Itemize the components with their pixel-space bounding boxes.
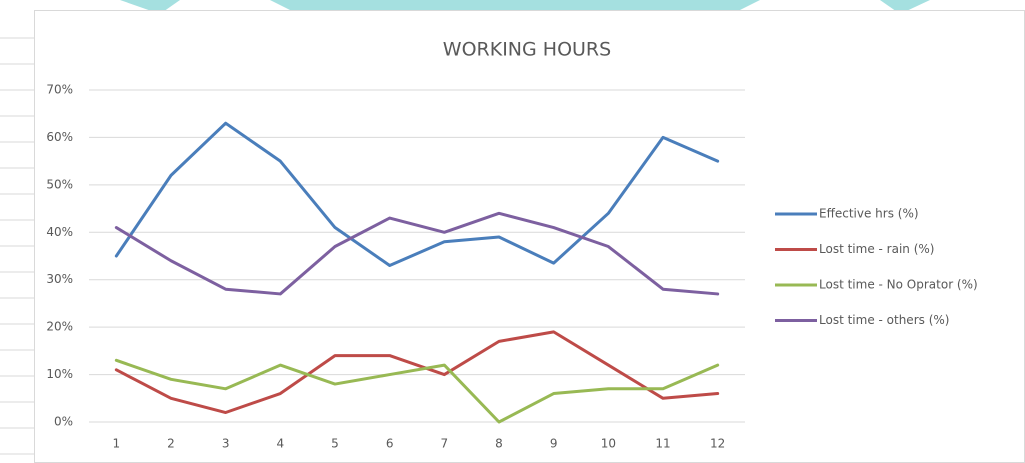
y-tick-label: 0% [54,415,73,429]
y-tick-label: 50% [46,177,73,191]
series-line [114,330,720,415]
sheet-rows [0,37,34,455]
y-tick-label: 10% [46,367,73,381]
legend-label: Lost time - rain (%) [819,242,934,256]
x-tick-label: 9 [550,437,558,451]
legend-label: Effective hrs (%) [819,207,919,221]
legend-label: Lost time - others (%) [819,313,949,327]
chart-area [34,10,1025,463]
x-tick-label: 3 [222,437,230,451]
chart-title: WORKING HOURS [443,39,611,61]
series-line [114,211,720,296]
y-tick-label: 30% [46,272,73,286]
x-tick-label: 10 [601,437,616,451]
x-tick-label: 1 [113,437,121,451]
series-line [114,358,720,424]
x-tick-label: 5 [331,437,339,451]
x-tick-label: 2 [167,437,175,451]
x-tick-label: 11 [655,437,670,451]
x-tick-label: 4 [277,437,285,451]
series-line [114,121,720,267]
legend-label: Lost time - No Oprator (%) [819,278,978,292]
y-tick-label: 20% [46,320,73,334]
x-tick-label: 12 [710,437,725,451]
y-tick-label: 60% [46,130,73,144]
y-tick-label: 40% [46,225,73,239]
y-tick-label: 70% [46,83,73,97]
x-tick-label: 7 [441,437,449,451]
x-tick-label: 6 [386,437,394,451]
watermark [120,0,930,14]
x-tick-label: 8 [495,437,503,451]
